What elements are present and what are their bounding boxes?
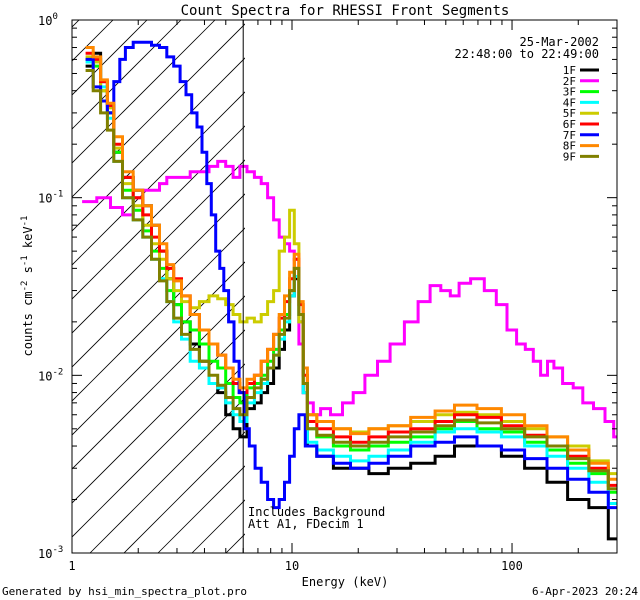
hatch-line xyxy=(123,431,245,553)
hatch-line xyxy=(72,23,245,198)
hatch-line xyxy=(72,363,245,538)
y-tick-base: 10 xyxy=(38,192,52,206)
legend-label-1f: 1F xyxy=(563,64,576,77)
y-tick-label: 10-1 xyxy=(38,190,63,206)
hatch-line xyxy=(72,20,182,130)
x-axis: 1 10 100 xyxy=(68,20,618,573)
hatch-line xyxy=(260,20,640,553)
hatch-line xyxy=(72,227,245,402)
hatch-line xyxy=(72,91,245,266)
y-tick-label: 10-2 xyxy=(38,367,63,383)
legend-label-8f: 8F xyxy=(563,140,576,153)
footer-generated-by: Generated by hsi_min_spectra_plot.pro xyxy=(2,585,247,598)
attenuator-hatch-region xyxy=(72,20,640,553)
observation-date: 25-Mar-2002 xyxy=(520,35,599,49)
series-line-7f xyxy=(85,40,617,510)
y-tick-label: 10-3 xyxy=(38,545,63,561)
hatch-line xyxy=(72,125,245,300)
legend-label-5f: 5F xyxy=(563,107,576,120)
y-label-end: keV xyxy=(21,226,35,255)
y-label-exp2: -1 xyxy=(20,255,30,266)
x-tick-label: 1 xyxy=(68,559,75,573)
series-line-6f xyxy=(85,51,617,487)
legend-label-3f: 3F xyxy=(563,86,576,99)
hatch-line xyxy=(72,159,245,334)
y-tick-exponent: -1 xyxy=(52,190,63,200)
hatch-line xyxy=(72,20,80,28)
observation-time-range: 22:48:00 to 22:49:00 xyxy=(455,47,600,61)
y-tick-exponent: -3 xyxy=(52,545,63,555)
series-line-9f xyxy=(85,69,617,491)
annotation-attenuator: Att A1, FDecim 1 xyxy=(248,517,364,531)
y-axis-label: counts cm-2 s-1 keV-1 xyxy=(20,216,35,357)
plot-frame xyxy=(71,19,618,554)
y-tick-label: 100 xyxy=(38,12,58,28)
y-label-main: counts cm xyxy=(21,291,35,356)
legend-label-7f: 7F xyxy=(563,129,576,142)
x-axis-label: Energy (keV) xyxy=(302,575,389,589)
legend-label-4f: 4F xyxy=(563,96,576,109)
series-line-8f xyxy=(85,46,617,481)
hatch-line xyxy=(72,261,245,436)
y-tick-exponent: 0 xyxy=(52,12,57,22)
hatch-line xyxy=(72,57,245,232)
y-tick-exponent: -2 xyxy=(52,367,63,377)
footer-timestamp: 6-Apr-2023 20:24 xyxy=(532,585,638,598)
x-tick-label: 10 xyxy=(285,559,299,573)
hatch-line xyxy=(72,20,216,164)
legend-label-9f: 9F xyxy=(563,150,576,163)
series-line-2f xyxy=(82,159,617,439)
legend-label-2f: 2F xyxy=(563,75,576,88)
y-label-exp1: -2 xyxy=(20,281,30,292)
legend-label-6f: 6F xyxy=(563,118,576,131)
y-tick-base: 10 xyxy=(38,547,52,561)
hatch-line xyxy=(72,329,245,504)
hatch-line xyxy=(89,397,245,553)
x-tick-label: 100 xyxy=(501,559,523,573)
y-tick-base: 10 xyxy=(38,369,52,383)
hatch-line xyxy=(72,295,245,470)
chart-title: Count Spectra for RHESSI Front Segments xyxy=(181,3,510,19)
y-label-exp3: -1 xyxy=(20,216,30,227)
series-layer xyxy=(82,40,617,541)
hatch-line xyxy=(72,20,114,62)
y-label-mid: s xyxy=(21,266,35,280)
y-tick-base: 10 xyxy=(38,14,52,28)
annotation-background: Includes Background xyxy=(248,505,385,519)
hatch-line xyxy=(72,193,245,368)
